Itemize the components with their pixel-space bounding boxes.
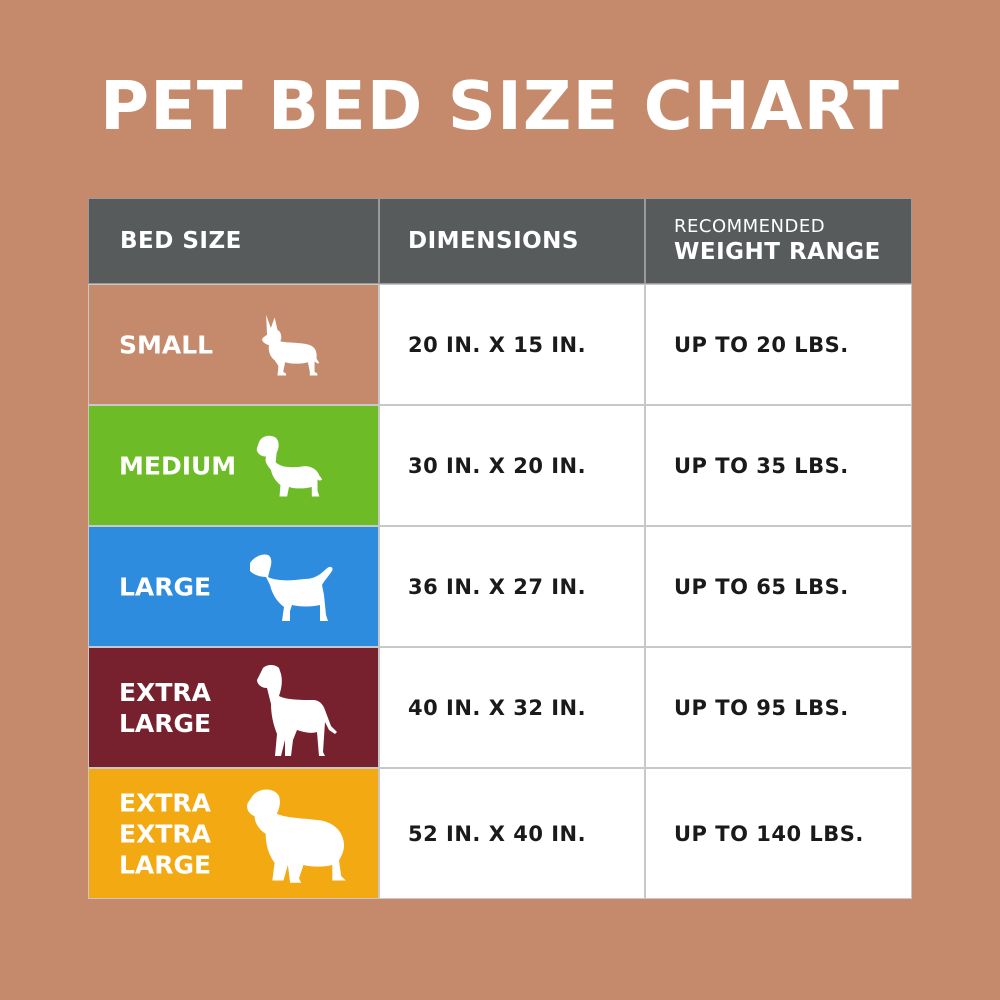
size-cell-extra-large: EXTRA LARGE bbox=[88, 647, 379, 768]
weight-cell-large: UP TO 65 LBS. bbox=[645, 526, 912, 647]
size-chart-table: BED SIZE DIMENSIONS RECOMMENDED WEIGHT R… bbox=[88, 198, 912, 899]
weight-extra-large: UP TO 95 LBS. bbox=[674, 695, 849, 720]
header-weight-stack: RECOMMENDED WEIGHT RANGE bbox=[674, 216, 881, 266]
dimensions-extra-large: 40 IN. X 32 IN. bbox=[408, 695, 587, 720]
dimensions-cell-small: 20 IN. X 15 IN. bbox=[379, 284, 645, 405]
weight-cell-extra-extra-large: UP TO 140 LBS. bbox=[645, 768, 912, 899]
great-dane-icon bbox=[257, 665, 337, 756]
dimensions-cell-extra-extra-large: 52 IN. X 40 IN. bbox=[379, 768, 645, 899]
size-label-extra-large: EXTRA LARGE bbox=[119, 677, 212, 738]
dimensions-cell-medium: 30 IN. X 20 IN. bbox=[379, 405, 645, 526]
header-bed-size-label: BED SIZE bbox=[120, 228, 242, 254]
weight-medium: UP TO 35 LBS. bbox=[674, 453, 849, 478]
size-cell-medium: MEDIUM bbox=[88, 405, 379, 526]
dimensions-medium: 30 IN. X 20 IN. bbox=[408, 453, 587, 478]
weight-cell-extra-large: UP TO 95 LBS. bbox=[645, 647, 912, 768]
dimensions-large: 36 IN. X 27 IN. bbox=[408, 574, 587, 599]
large-dog-icon bbox=[250, 554, 333, 621]
header-weight-range-label: WEIGHT RANGE bbox=[674, 239, 881, 265]
size-cell-large: LARGE bbox=[88, 526, 379, 647]
page-title: PET BED SIZE CHART bbox=[100, 67, 900, 145]
header-dimensions-label: DIMENSIONS bbox=[408, 228, 579, 254]
dimensions-cell-extra-large: 40 IN. X 32 IN. bbox=[379, 647, 645, 768]
header-weight-recommended: RECOMMENDED bbox=[674, 216, 826, 237]
size-cell-extra-extra-large: EXTRA EXTRA LARGE bbox=[88, 768, 379, 899]
size-label-extra-extra-large: EXTRA EXTRA LARGE bbox=[119, 788, 212, 879]
small-dog-icon bbox=[262, 314, 320, 376]
size-cell-small: SMALL bbox=[88, 284, 379, 405]
dimensions-cell-large: 36 IN. X 27 IN. bbox=[379, 526, 645, 647]
size-label-small: SMALL bbox=[119, 330, 214, 359]
weight-cell-small: UP TO 20 LBS. bbox=[645, 284, 912, 405]
header-weight-range: RECOMMENDED WEIGHT RANGE bbox=[645, 198, 912, 284]
weight-extra-extra-large: UP TO 140 LBS. bbox=[674, 821, 864, 846]
size-label-large: LARGE bbox=[119, 572, 212, 601]
newfoundland-dog-icon bbox=[247, 789, 346, 883]
weight-large: UP TO 65 LBS. bbox=[674, 574, 849, 599]
medium-dog-icon bbox=[256, 435, 323, 497]
header-dimensions: DIMENSIONS bbox=[379, 198, 645, 284]
weight-cell-medium: UP TO 35 LBS. bbox=[645, 405, 912, 526]
dimensions-small: 20 IN. X 15 IN. bbox=[408, 332, 587, 357]
weight-small: UP TO 20 LBS. bbox=[674, 332, 849, 357]
dimensions-extra-extra-large: 52 IN. X 40 IN. bbox=[408, 821, 587, 846]
size-label-medium: MEDIUM bbox=[119, 451, 237, 480]
header-bed-size: BED SIZE bbox=[88, 198, 379, 284]
